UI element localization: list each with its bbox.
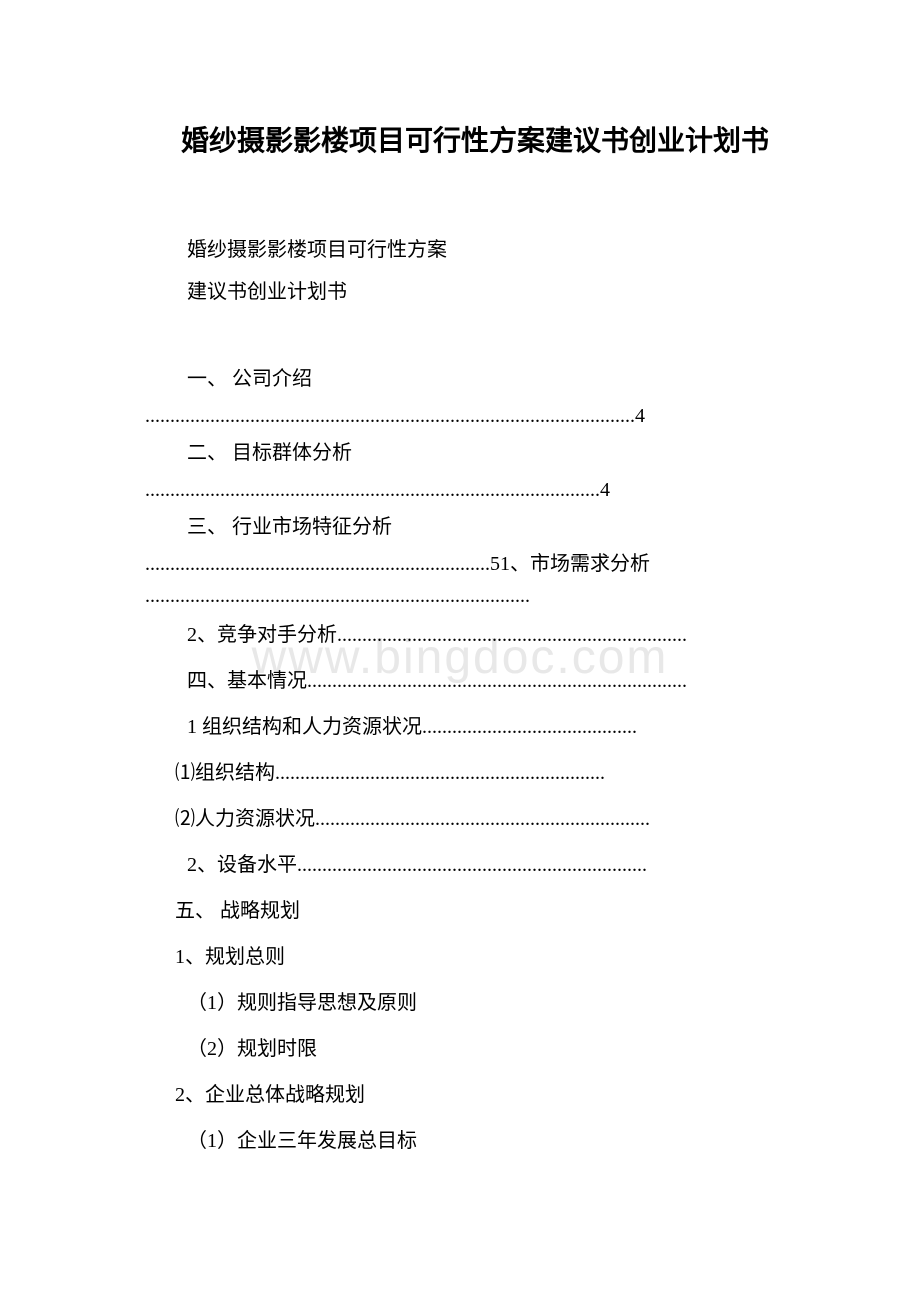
document-title: 婚纱摄影影楼项目可行性方案建议书创业计划书 [145, 120, 805, 165]
toc-item-3-dots-1: ........................................… [145, 549, 805, 579]
toc-item-1-dots: ........................................… [145, 401, 805, 431]
toc-item-6: 1 组织结构和人力资源状况...........................… [145, 705, 805, 749]
toc-item-3-dots-2: ........................................… [145, 581, 805, 611]
subtitle-line-2: 建议书创业计划书 [145, 272, 805, 312]
toc-item-10: 五、 战略规划 [145, 889, 805, 933]
toc-item-5: 四、基本情况..................................… [145, 659, 805, 703]
toc-item-11: 1、规划总则 [145, 935, 805, 979]
toc-item-8: ⑵人力资源状况.................................… [145, 797, 805, 841]
toc-item-7: ⑴组织结构...................................… [145, 751, 805, 795]
toc-item-2-dots: ........................................… [145, 475, 805, 505]
subtitle-line-1: 婚纱摄影影楼项目可行性方案 [145, 230, 805, 270]
toc-item-9: 2、设备水平..................................… [145, 843, 805, 887]
toc-item-4: 2、竞争对手分析................................… [145, 613, 805, 657]
toc-item-1-heading: 一、 公司介绍 [145, 359, 805, 399]
toc-item-3-heading: 三、 行业市场特征分析 [145, 507, 805, 547]
toc-item-14: 2、企业总体战略规划 [145, 1073, 805, 1117]
toc-item-13: （2）规划时限 [145, 1027, 805, 1071]
toc-item-2-heading: 二、 目标群体分析 [145, 433, 805, 473]
toc-item-15: （1）企业三年发展总目标 [145, 1119, 805, 1163]
toc-item-12: （1）规则指导思想及原则 [145, 981, 805, 1025]
spacer [145, 314, 805, 359]
